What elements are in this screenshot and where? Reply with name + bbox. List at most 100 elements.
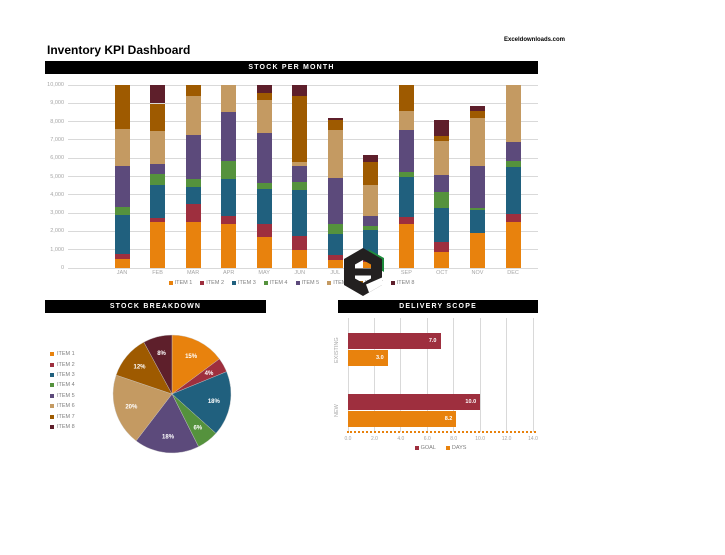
pie-slice-label: 4% (205, 371, 214, 377)
gridline (373, 318, 375, 432)
pie-slice-label: 20% (125, 404, 138, 410)
bar-value-label: 8.2 (444, 416, 453, 422)
legend-swatch (445, 446, 450, 450)
stock-per-month-legend: ITEM 1 ITEM 2 ITEM 3 ITEM 4 ITEM 5 ITEM 6 ITEM… (45, 280, 538, 286)
legend-swatch (232, 281, 237, 285)
delivery-scope-legend: GOAL DAYS (348, 445, 533, 451)
delivery-scope-plot: 7.0 3.0 10.0 8.2 (347, 318, 534, 432)
x-axis-label: SEP (400, 270, 412, 276)
stock-per-month-header: STOCK PER MONTH (45, 61, 538, 74)
legend-label: ITEM 6 (333, 280, 351, 286)
y-axis-tick-label: 1,000 (50, 246, 64, 253)
legend-label: ITEM 7 (57, 413, 75, 420)
bar-segment-item-2 (327, 255, 343, 261)
bar-segment-item-5 (114, 165, 130, 208)
bar-segment-item-4 (470, 208, 485, 211)
bar-segment-item-6 (114, 128, 130, 166)
legend-label: ITEM 4 (57, 382, 75, 389)
bar-segment-item-1 (470, 233, 485, 268)
stock-breakdown-legend: ITEM 1 ITEM 2 ITEM 3 ITEM 4 ITEM 5 ITEM 6 ITEM… (50, 349, 75, 432)
legend-item: ITEM 5 (295, 280, 319, 286)
legend-label: ITEM 2 (57, 361, 75, 368)
bar-segment-item-4 (114, 207, 130, 215)
legend-swatch (327, 281, 332, 285)
y-axis-tick-label: 5,000 (50, 173, 64, 180)
legend-item: ITEM 5 (50, 391, 75, 401)
x-axis-tick-label: 12.0 (501, 436, 512, 442)
bar-segment-item-6 (470, 117, 485, 166)
bar-segment-item-6 (185, 95, 201, 135)
bar-value-label: 3.0 (375, 355, 384, 361)
bar-segment-item-4 (185, 178, 201, 187)
bar-segment-item-7 (434, 135, 450, 141)
x-axis-tick-label: 4.0 (397, 436, 405, 442)
stock-per-month-y-axis: 0 1,000 2,000 3,000 4,000 5,000 6,000 7,000 8,00… (18, 82, 64, 271)
pie-slice-item-8 (143, 334, 173, 395)
bar-segment-item-1 (150, 222, 166, 268)
y-axis-tick-label: 9,000 (50, 100, 64, 107)
legend-item: ITEM 2 (50, 359, 75, 369)
bar-segment-item-4 (505, 160, 521, 168)
x-axis-tick-label: 8.0 (450, 436, 458, 442)
stock-per-month-x-axis: JANFEBMARAPRMAYJUNJULAUGSEPOCTNOVDEC (68, 270, 538, 279)
legend-label: GOAL (420, 445, 436, 451)
legend-swatch (50, 393, 54, 398)
hbar-goal-existing: 7.0 (348, 333, 441, 349)
bar-segment-item-3 (505, 167, 521, 215)
delivery-category-existing: EXISTING (334, 337, 340, 363)
bar-segment-item-2 (150, 217, 166, 223)
pie-slice-label: 6% (193, 426, 202, 432)
watermark-text: Exceldownloads.com (504, 37, 566, 43)
legend-swatch (50, 372, 54, 377)
gridline (68, 84, 538, 86)
bar-segment-item-7 (150, 103, 166, 132)
y-axis-tick-label: 4,000 (50, 191, 64, 198)
bar-segment-item-5 (292, 166, 308, 182)
bar-segment-item-6 (221, 85, 237, 113)
legend-swatch (295, 281, 300, 285)
bar-value-label: 7.0 (428, 338, 437, 344)
bar-segment-item-5 (221, 112, 237, 162)
bar-segment-item-3 (292, 189, 308, 236)
x-axis-label: APR (222, 270, 235, 276)
pie-slice-label: 18% (162, 434, 175, 440)
legend-item: ITEM 6 (327, 280, 351, 286)
bar-segment-item-3 (185, 186, 201, 204)
x-axis-tick-label: 0.0 (344, 436, 352, 442)
bar-segment-item-8 (470, 106, 485, 111)
exceldownloads-logo-icon (344, 248, 384, 296)
hbar-goal-new: 10.0 (348, 394, 481, 410)
x-axis-tick-label: 6.0 (423, 436, 431, 442)
bar-segment-item-1 (434, 252, 450, 268)
legend-swatch (50, 362, 54, 367)
legend-item: ITEM 6 (50, 401, 75, 411)
bar-segment-item-1 (256, 236, 272, 268)
bar-segment-item-5 (185, 134, 201, 179)
y-axis-tick-label: 2,000 (50, 228, 64, 235)
legend-swatch (50, 352, 54, 357)
legend-label: ITEM 2 (206, 280, 225, 286)
bar-segment-item-8 (363, 155, 379, 163)
bar-segment-item-2 (434, 241, 450, 253)
x-axis-label: MAY (258, 270, 270, 276)
pie-slice-label: 12% (133, 365, 146, 371)
legend-swatch (390, 281, 395, 285)
bar-segment-item-5 (256, 132, 272, 183)
bar-segment-item-3 (470, 210, 485, 234)
stock-per-month-plot (68, 84, 538, 269)
bar-segment-item-4 (150, 173, 166, 185)
bar-segment-item-7 (256, 93, 272, 100)
bar-segment-item-4 (221, 161, 237, 179)
legend-item: ITEM 8 (50, 422, 75, 432)
bar-segment-item-5 (327, 178, 343, 224)
bar-segment-item-5 (505, 142, 521, 161)
legend-label: DAYS (451, 445, 467, 451)
pie-slice-item-6 (112, 374, 173, 442)
y-axis-tick-label: 8,000 (50, 118, 64, 125)
bar-segment-item-7 (114, 85, 130, 129)
y-axis-tick-label: 3,000 (50, 210, 64, 217)
gridline (532, 318, 534, 432)
x-axis-label: JAN (116, 270, 128, 276)
bar-segment-item-3 (434, 208, 450, 242)
bar-segment-item-2 (292, 235, 308, 250)
